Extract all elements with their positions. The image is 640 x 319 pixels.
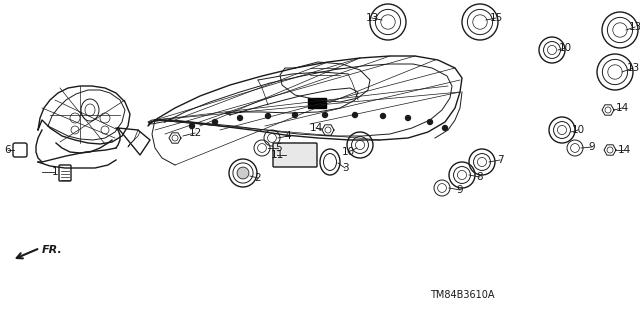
Circle shape [428,120,433,124]
Bar [308,98,326,108]
Circle shape [353,113,358,117]
Circle shape [442,125,447,130]
Text: 13: 13 [628,22,640,32]
Text: 4: 4 [285,131,291,141]
Text: 3: 3 [342,163,348,173]
Text: 11: 11 [270,150,284,160]
Circle shape [212,120,218,124]
Text: 13: 13 [627,63,639,73]
Text: 14: 14 [618,145,630,155]
Text: 12: 12 [188,128,202,138]
Circle shape [406,115,410,121]
Text: TM84B3610A: TM84B3610A [430,290,495,300]
Text: 9: 9 [457,185,463,195]
Text: 6: 6 [4,145,12,155]
Circle shape [323,113,328,117]
Text: FR.: FR. [42,245,63,255]
Text: 2: 2 [255,173,261,183]
Circle shape [381,114,385,118]
Text: 1: 1 [52,167,58,177]
Text: 10: 10 [341,147,355,157]
Text: 15: 15 [490,13,502,23]
Text: 13: 13 [365,13,379,23]
Circle shape [292,113,298,117]
Text: 10: 10 [559,43,572,53]
Text: 7: 7 [497,155,503,165]
FancyBboxPatch shape [273,143,317,167]
Text: 8: 8 [477,172,483,182]
Text: 5: 5 [275,143,282,153]
Text: 9: 9 [589,142,595,152]
Circle shape [189,123,195,129]
Text: 10: 10 [572,125,584,135]
Circle shape [237,115,243,121]
Circle shape [237,167,249,179]
Text: 14: 14 [309,123,323,133]
Circle shape [266,114,271,118]
Text: 14: 14 [616,103,628,113]
